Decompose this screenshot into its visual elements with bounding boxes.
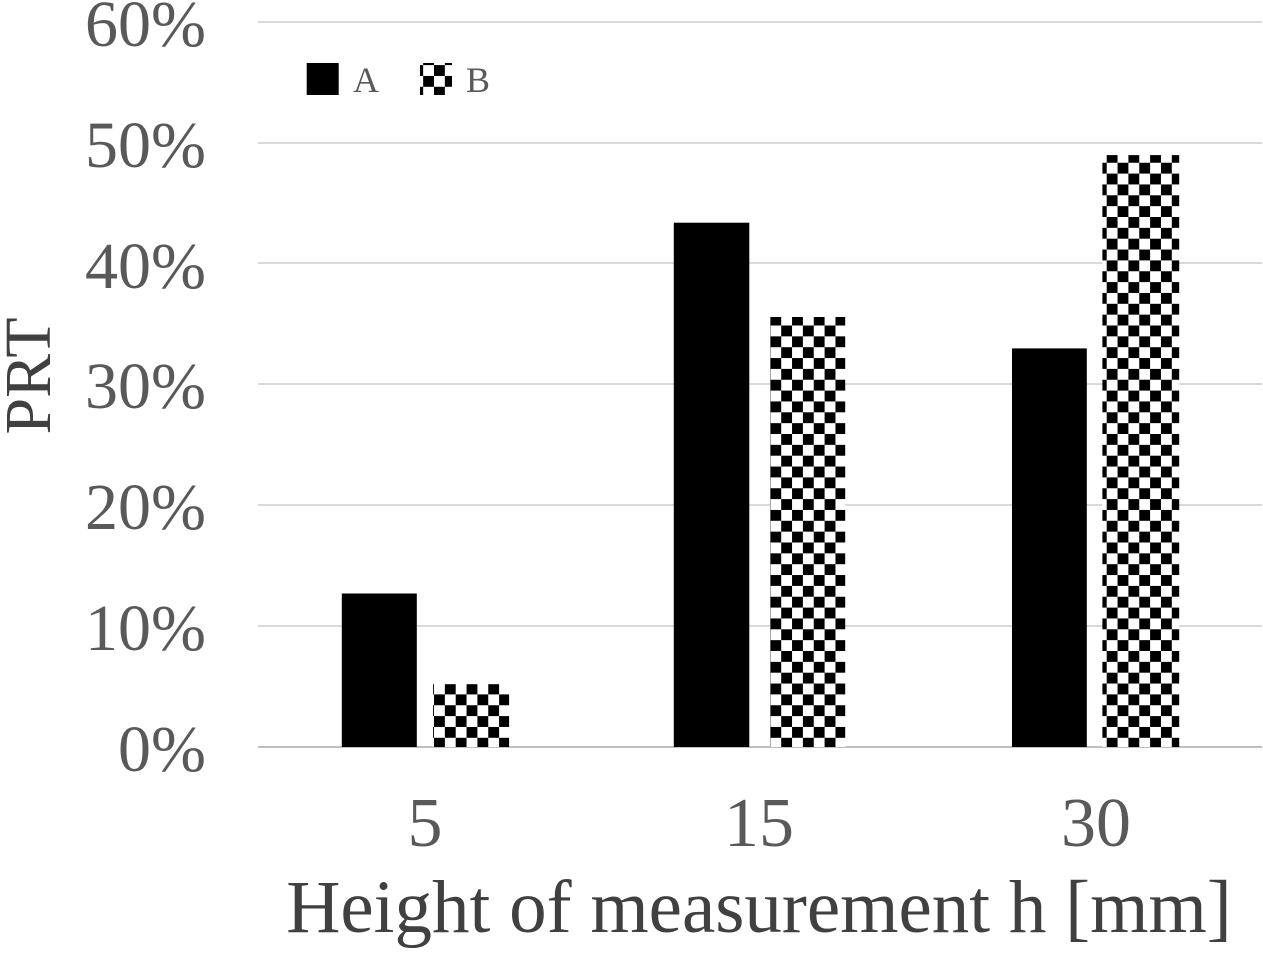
svg-text:10%: 10%	[85, 592, 206, 665]
svg-text:B: B	[466, 60, 490, 100]
svg-text:0%: 0%	[118, 713, 206, 786]
svg-text:50%: 50%	[85, 109, 206, 182]
svg-text:20%: 20%	[85, 471, 206, 544]
svg-text:40%: 40%	[85, 230, 206, 303]
svg-text:Height of measurement h [mm]: Height of measurement h [mm]	[286, 866, 1232, 949]
svg-text:30: 30	[1061, 785, 1131, 862]
svg-text:30%: 30%	[85, 350, 206, 423]
svg-text:A: A	[353, 60, 379, 100]
svg-text:PRT: PRT	[0, 317, 65, 434]
svg-text:60%: 60%	[85, 0, 206, 61]
svg-text:5: 5	[408, 785, 443, 862]
svg-text:15: 15	[724, 785, 794, 862]
